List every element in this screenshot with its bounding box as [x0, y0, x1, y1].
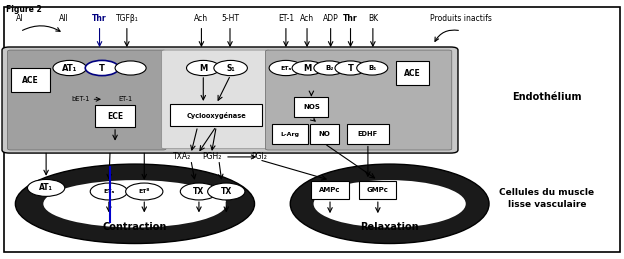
FancyBboxPatch shape [170, 104, 262, 126]
FancyBboxPatch shape [311, 181, 349, 199]
Text: TGFβ₁: TGFβ₁ [115, 14, 139, 23]
FancyBboxPatch shape [396, 61, 429, 85]
FancyBboxPatch shape [347, 124, 389, 143]
Ellipse shape [292, 61, 323, 75]
FancyBboxPatch shape [310, 124, 339, 143]
Text: PGI₂: PGI₂ [251, 152, 267, 161]
Text: TX: TX [221, 187, 232, 196]
Text: ETᴮ: ETᴮ [139, 189, 150, 194]
Text: T: T [348, 63, 353, 73]
Text: AI: AI [16, 14, 24, 23]
Text: ACE: ACE [22, 76, 39, 85]
Ellipse shape [214, 60, 247, 76]
FancyBboxPatch shape [11, 68, 50, 92]
Text: ACE: ACE [404, 69, 421, 78]
FancyBboxPatch shape [359, 181, 396, 199]
Ellipse shape [125, 183, 163, 200]
Text: M: M [303, 63, 312, 73]
Text: Cellules du muscle
lisse vasculaire: Cellules du muscle lisse vasculaire [499, 188, 595, 210]
Text: NO: NO [318, 131, 330, 137]
FancyBboxPatch shape [7, 50, 166, 150]
Text: BK: BK [368, 14, 378, 23]
FancyBboxPatch shape [294, 97, 328, 117]
FancyBboxPatch shape [162, 50, 270, 149]
Text: ETₐ: ETₐ [103, 189, 114, 194]
Ellipse shape [314, 61, 345, 75]
FancyBboxPatch shape [2, 47, 458, 153]
Text: AII: AII [59, 14, 69, 23]
Ellipse shape [27, 179, 65, 196]
Text: 5-HT: 5-HT [221, 14, 239, 23]
Text: Cyclooxygénase: Cyclooxygénase [187, 112, 246, 119]
Text: Figure 2: Figure 2 [6, 5, 42, 14]
Text: AMPc: AMPc [319, 187, 341, 193]
Text: ET-1: ET-1 [119, 96, 133, 102]
Text: Produits inactifs: Produits inactifs [430, 14, 492, 23]
Text: Contraction: Contraction [103, 222, 167, 232]
Text: L-Arg: L-Arg [281, 132, 300, 136]
Text: ET-1: ET-1 [278, 14, 294, 23]
Ellipse shape [269, 60, 303, 76]
Text: NOS: NOS [303, 104, 320, 110]
FancyBboxPatch shape [95, 105, 135, 127]
Text: bET-1: bET-1 [72, 96, 90, 102]
Text: Ach: Ach [194, 14, 208, 23]
Text: TXA₂: TXA₂ [173, 152, 192, 161]
Text: EDHF: EDHF [358, 131, 378, 137]
FancyBboxPatch shape [265, 50, 452, 150]
Text: T: T [99, 63, 105, 73]
Text: Thr: Thr [343, 14, 358, 23]
Text: TX: TX [193, 187, 205, 196]
Ellipse shape [115, 61, 146, 75]
Text: AT₁: AT₁ [39, 183, 53, 192]
Text: Thr: Thr [92, 14, 107, 23]
Ellipse shape [208, 183, 245, 200]
Text: PGH₂: PGH₂ [202, 152, 222, 161]
Ellipse shape [180, 183, 218, 200]
Text: GMPc: GMPc [367, 187, 389, 193]
Ellipse shape [53, 60, 87, 76]
Ellipse shape [16, 164, 255, 243]
Ellipse shape [43, 180, 227, 227]
Text: Relaxation: Relaxation [360, 222, 419, 232]
FancyBboxPatch shape [4, 6, 620, 253]
Ellipse shape [85, 60, 119, 76]
Ellipse shape [313, 180, 466, 227]
Ellipse shape [357, 61, 388, 75]
Text: B₁: B₁ [368, 65, 376, 71]
Text: Ach: Ach [300, 14, 314, 23]
Text: Endothélium: Endothélium [512, 92, 582, 103]
Text: AT₁: AT₁ [62, 63, 77, 73]
Ellipse shape [90, 183, 127, 200]
Text: B₂: B₂ [325, 65, 334, 71]
Text: S₁: S₁ [227, 63, 235, 73]
Text: ECE: ECE [107, 112, 123, 121]
Ellipse shape [335, 61, 366, 75]
Ellipse shape [290, 164, 489, 243]
Text: ETₐ: ETₐ [280, 66, 291, 70]
Text: M: M [199, 63, 207, 73]
Ellipse shape [187, 60, 220, 76]
FancyBboxPatch shape [272, 124, 308, 143]
Text: ADP: ADP [323, 14, 338, 23]
